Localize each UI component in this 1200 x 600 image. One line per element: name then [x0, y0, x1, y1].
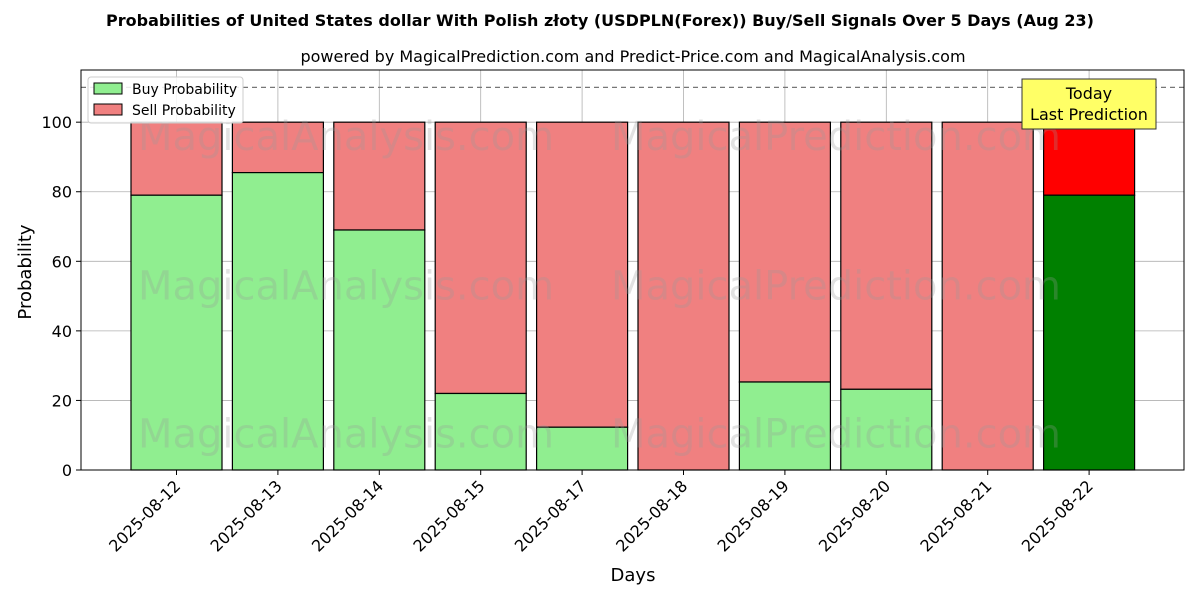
watermark-text: MagicalAnalysis.com: [138, 264, 554, 310]
legend-swatch: [93, 82, 123, 95]
x-tick-label: 2025-08-20: [815, 476, 894, 555]
sell-bar: [434, 121, 527, 395]
x-axis-label: Days: [611, 565, 656, 586]
buy-bar: [738, 381, 832, 471]
sell-bar: [1042, 121, 1136, 196]
buy-bar: [840, 388, 933, 471]
watermark-text: MagicalPrediction.com: [611, 264, 1061, 310]
sell-bar: [231, 121, 324, 174]
chart-title: Probabilities of United States dollar Wi…: [106, 11, 1094, 30]
buy-bar: [434, 392, 527, 471]
legend-box: [87, 76, 244, 124]
buy-bar: [231, 172, 324, 471]
y-tick-label: 80: [52, 183, 72, 202]
legend-label: Buy Probability: [132, 82, 237, 98]
x-tick-label: 2025-08-17: [511, 476, 590, 555]
today-annotation: Today Last Prediction: [1021, 78, 1157, 130]
y-axis-label: Probability: [15, 224, 36, 319]
sell-bar: [535, 121, 629, 428]
x-tick-label: 2025-08-14: [308, 476, 387, 555]
x-tick-label: 2025-08-19: [714, 476, 793, 555]
y-tick-label: 0: [62, 461, 72, 480]
legend-label: Sell Probability: [132, 103, 236, 119]
y-tick-label: 20: [52, 391, 72, 410]
y-tick-label: 100: [41, 113, 72, 132]
sell-bar: [840, 121, 933, 390]
plot-area: 0 20 40 60 80 100 MagicalAnalysis.com MagicalPr…: [41, 69, 1185, 556]
watermark-text: MagicalPrediction.com: [611, 411, 1061, 457]
buy-bar: [1042, 194, 1136, 471]
watermark-text: MagicalAnalysis.com: [138, 411, 554, 457]
sell-bar: [738, 121, 832, 383]
buy-bar: [333, 229, 426, 471]
annotation-text: Last Prediction: [1030, 105, 1148, 124]
x-tick-label: 2025-08-13: [207, 476, 286, 555]
axes-frame: [80, 69, 1185, 471]
legend-swatch: [93, 103, 123, 116]
y-tick-label: 60: [52, 252, 72, 271]
watermark-text: MagicalPrediction.com: [611, 114, 1061, 160]
x-tick-label: 2025-08-21: [916, 476, 995, 555]
sell-bar: [333, 121, 426, 231]
x-tick-label: 2025-08-22: [1018, 476, 1097, 555]
sell-bar: [637, 121, 730, 471]
chart-subtitle: powered by MagicalPrediction.com and Pre…: [300, 47, 965, 66]
sell-bar: [941, 121, 1034, 471]
legend: Buy Probability Sell Probability: [87, 76, 244, 124]
buy-bar: [535, 426, 629, 471]
y-tick-label: 40: [52, 322, 72, 341]
x-tick-label: 2025-08-15: [409, 476, 488, 555]
x-tick-label: 2025-08-18: [612, 476, 691, 555]
x-tick-label: 2025-08-12: [105, 476, 184, 555]
annotation-text: Today: [1065, 84, 1112, 103]
annotation-box: [1021, 78, 1157, 130]
